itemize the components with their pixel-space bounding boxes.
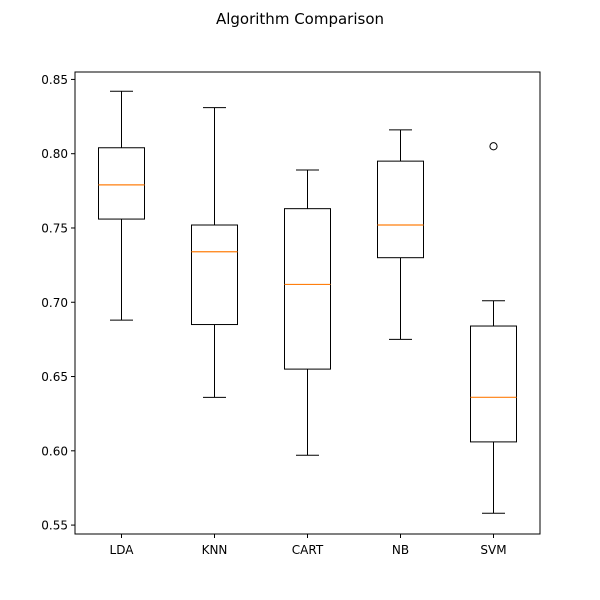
x-tick-label: KNN — [202, 543, 228, 557]
x-tick-label: SVM — [480, 543, 506, 557]
box — [98, 147, 145, 220]
plot-area: 0.55 0.60 0.65 0.70 0.75 0.80 0.85 LDA KNN CART NB… — [41, 71, 541, 557]
box — [191, 224, 238, 326]
y-tick-label: 0.55 — [41, 519, 68, 533]
box — [377, 160, 424, 259]
y-tick-label: 0.65 — [41, 370, 68, 384]
y-tick-label: 0.85 — [41, 73, 68, 87]
y-tick-label: 0.80 — [41, 147, 68, 161]
y-tick-label: 0.70 — [41, 296, 68, 310]
x-tick-label: NB — [392, 543, 409, 557]
y-tick-label: 0.60 — [41, 444, 68, 458]
plot-frame — [74, 71, 541, 535]
x-tick-label: LDA — [110, 543, 135, 557]
chart-title: Algorithm Comparison — [216, 10, 384, 28]
outlier-point — [489, 142, 498, 151]
box — [470, 325, 517, 443]
box — [284, 208, 331, 370]
y-tick-label: 0.75 — [41, 221, 68, 235]
x-tick-label: CART — [292, 543, 324, 557]
